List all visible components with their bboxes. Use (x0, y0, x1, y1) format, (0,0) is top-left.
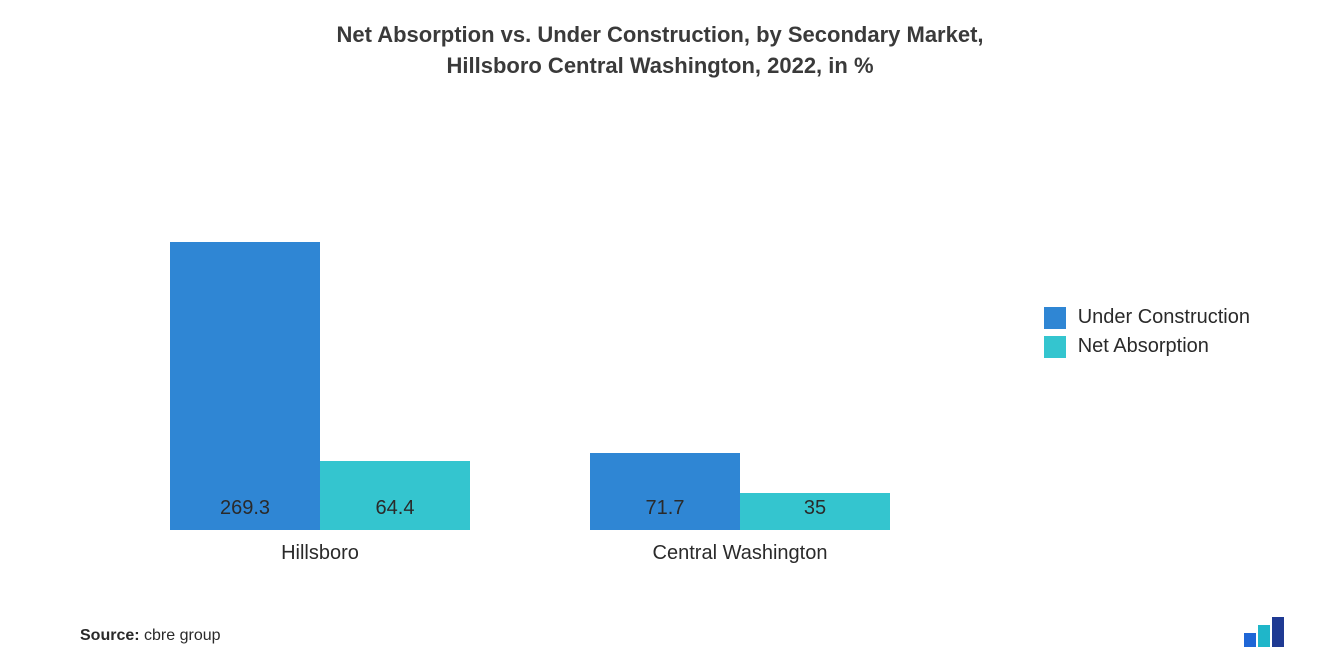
source-citation: Source: cbre group (80, 627, 221, 645)
legend-label: Net Absorption (1078, 335, 1209, 358)
plot-area: 269.3 64.4 Hillsboro 71.7 35 (80, 160, 940, 560)
legend-swatch-icon (1044, 336, 1066, 358)
legend-item: Net Absorption (1044, 335, 1250, 358)
chart-title: Net Absorption vs. Under Construction, b… (0, 20, 1320, 82)
bar-value-label: 71.7 (590, 497, 740, 530)
source-prefix: Source: (80, 627, 144, 644)
legend-swatch-icon (1044, 307, 1066, 329)
bar-value-label: 35 (740, 497, 890, 530)
legend: Under Construction Net Absorption (1044, 300, 1250, 364)
bar-pair: 71.7 35 (550, 160, 930, 530)
bar-pair: 269.3 64.4 (130, 160, 510, 530)
bar-value-label: 269.3 (170, 497, 320, 530)
category-label: Hillsboro (130, 530, 510, 565)
brand-logo-icon (1240, 617, 1290, 647)
legend-label: Under Construction (1078, 306, 1250, 329)
chart-container: Net Absorption vs. Under Construction, b… (0, 0, 1320, 665)
category-label: Central Washington (550, 530, 930, 565)
bar-value-label: 64.4 (320, 497, 470, 530)
source-text: cbre group (144, 627, 221, 644)
bar-rect (170, 242, 320, 530)
legend-item: Under Construction (1044, 306, 1250, 329)
